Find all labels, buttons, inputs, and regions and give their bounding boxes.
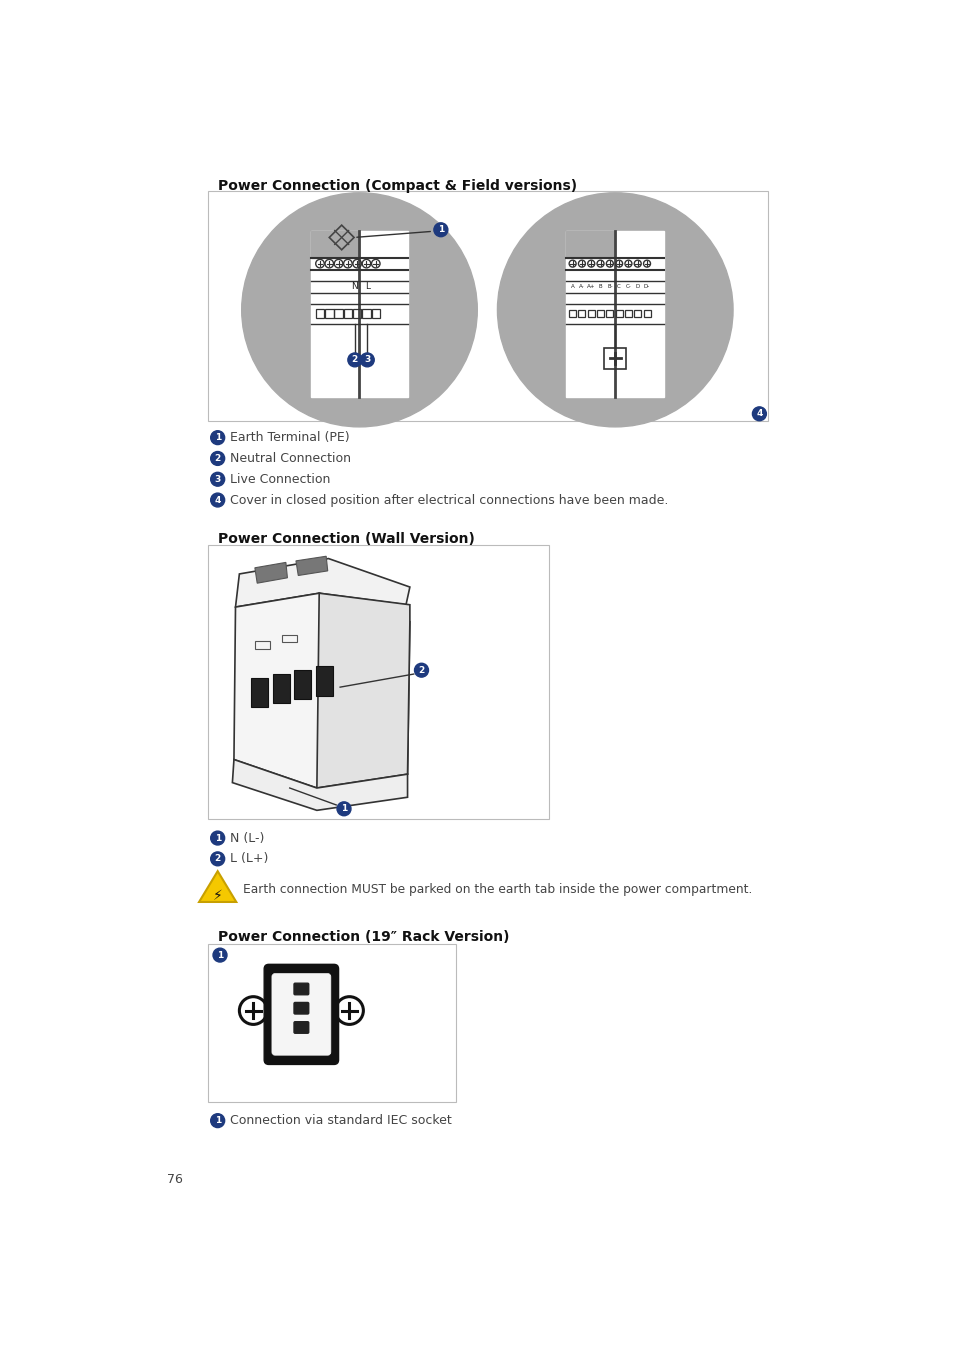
Bar	[208, 192, 767, 421]
Text: Power Connection (Wall Version): Power Connection (Wall Version)	[217, 532, 474, 545]
Bar	[315, 309, 324, 319]
FancyBboxPatch shape	[294, 1022, 309, 1033]
FancyBboxPatch shape	[294, 983, 309, 995]
Text: ⚡: ⚡	[213, 888, 222, 903]
Text: Earth connection MUST be parked on the earth tab inside the power compartment.: Earth connection MUST be parked on the e…	[243, 883, 752, 896]
Text: C-: C-	[625, 285, 631, 289]
Bar	[208, 545, 549, 819]
Circle shape	[752, 406, 765, 421]
Circle shape	[211, 431, 224, 444]
Bar	[254, 641, 270, 648]
Bar	[343, 309, 352, 319]
Text: L: L	[364, 282, 370, 292]
Polygon shape	[233, 760, 407, 810]
Polygon shape	[311, 231, 359, 258]
Circle shape	[434, 223, 447, 236]
Text: Cover in closed position after electrical connections have been made.: Cover in closed position after electrica…	[230, 494, 668, 506]
Text: Neutral Connection: Neutral Connection	[230, 452, 351, 464]
Text: 2: 2	[352, 355, 357, 364]
Polygon shape	[316, 593, 410, 788]
Bar	[624, 310, 631, 317]
Circle shape	[348, 352, 361, 367]
Circle shape	[360, 352, 374, 367]
Text: Power Connection (19″ Rack Version): Power Connection (19″ Rack Version)	[217, 930, 509, 945]
Text: Power Connection (Compact & Field versions): Power Connection (Compact & Field versio…	[217, 180, 577, 193]
Bar	[569, 310, 576, 317]
Bar	[273, 674, 290, 703]
Bar	[578, 310, 585, 317]
FancyBboxPatch shape	[264, 964, 338, 1064]
Text: A: A	[570, 285, 574, 289]
Text: 3: 3	[214, 475, 220, 483]
Text: 2: 2	[214, 855, 220, 864]
Bar	[208, 944, 456, 1102]
Text: 1: 1	[437, 225, 443, 235]
Polygon shape	[235, 559, 410, 608]
Bar	[362, 309, 371, 319]
Polygon shape	[254, 563, 287, 583]
Text: 2: 2	[418, 666, 424, 675]
Text: D-: D-	[643, 285, 649, 289]
Bar	[282, 634, 297, 643]
Ellipse shape	[497, 193, 732, 427]
Text: D: D	[635, 285, 639, 289]
Bar	[251, 678, 268, 707]
Text: N (L-): N (L-)	[230, 832, 264, 845]
Bar	[587, 310, 594, 317]
Text: Connection via standard IEC socket: Connection via standard IEC socket	[230, 1114, 452, 1127]
Circle shape	[211, 451, 224, 466]
Circle shape	[211, 852, 224, 865]
Text: 1: 1	[340, 805, 347, 813]
Text: B-: B-	[606, 285, 612, 289]
Polygon shape	[233, 593, 410, 788]
Bar	[597, 310, 603, 317]
Circle shape	[211, 493, 224, 508]
Text: L (L+): L (L+)	[230, 852, 268, 865]
Text: 1: 1	[214, 433, 220, 443]
Circle shape	[415, 663, 428, 678]
Polygon shape	[199, 871, 236, 902]
Text: Live Connection: Live Connection	[230, 472, 330, 486]
Text: Earth Terminal (PE): Earth Terminal (PE)	[230, 431, 350, 444]
Circle shape	[211, 1114, 224, 1127]
Text: B: B	[598, 285, 601, 289]
Ellipse shape	[241, 193, 476, 427]
FancyBboxPatch shape	[272, 973, 331, 1056]
Bar	[634, 310, 640, 317]
FancyBboxPatch shape	[294, 1003, 309, 1014]
Text: 2: 2	[214, 454, 220, 463]
Text: 4: 4	[214, 495, 221, 505]
Polygon shape	[566, 231, 615, 258]
Text: C: C	[617, 285, 620, 289]
Bar	[315, 667, 333, 695]
Text: 1: 1	[214, 1116, 220, 1125]
Text: 4: 4	[756, 409, 761, 418]
Bar	[604, 347, 625, 369]
Bar	[325, 309, 334, 319]
Circle shape	[336, 802, 351, 815]
Bar	[334, 309, 342, 319]
Circle shape	[211, 472, 224, 486]
Bar	[606, 310, 613, 317]
Text: 3: 3	[364, 355, 370, 364]
Circle shape	[213, 948, 227, 963]
Text: A-: A-	[578, 285, 584, 289]
Bar	[643, 310, 650, 317]
Text: A+: A+	[586, 285, 595, 289]
Bar	[353, 309, 361, 319]
Polygon shape	[295, 556, 328, 575]
Text: 1: 1	[214, 833, 220, 842]
Bar	[566, 231, 663, 397]
Bar	[311, 231, 408, 397]
Bar	[615, 310, 622, 317]
Text: 1: 1	[216, 950, 223, 960]
Bar	[371, 309, 379, 319]
Text: 76: 76	[167, 1173, 183, 1187]
Circle shape	[211, 832, 224, 845]
Bar	[294, 670, 311, 699]
Text: N: N	[351, 282, 357, 292]
